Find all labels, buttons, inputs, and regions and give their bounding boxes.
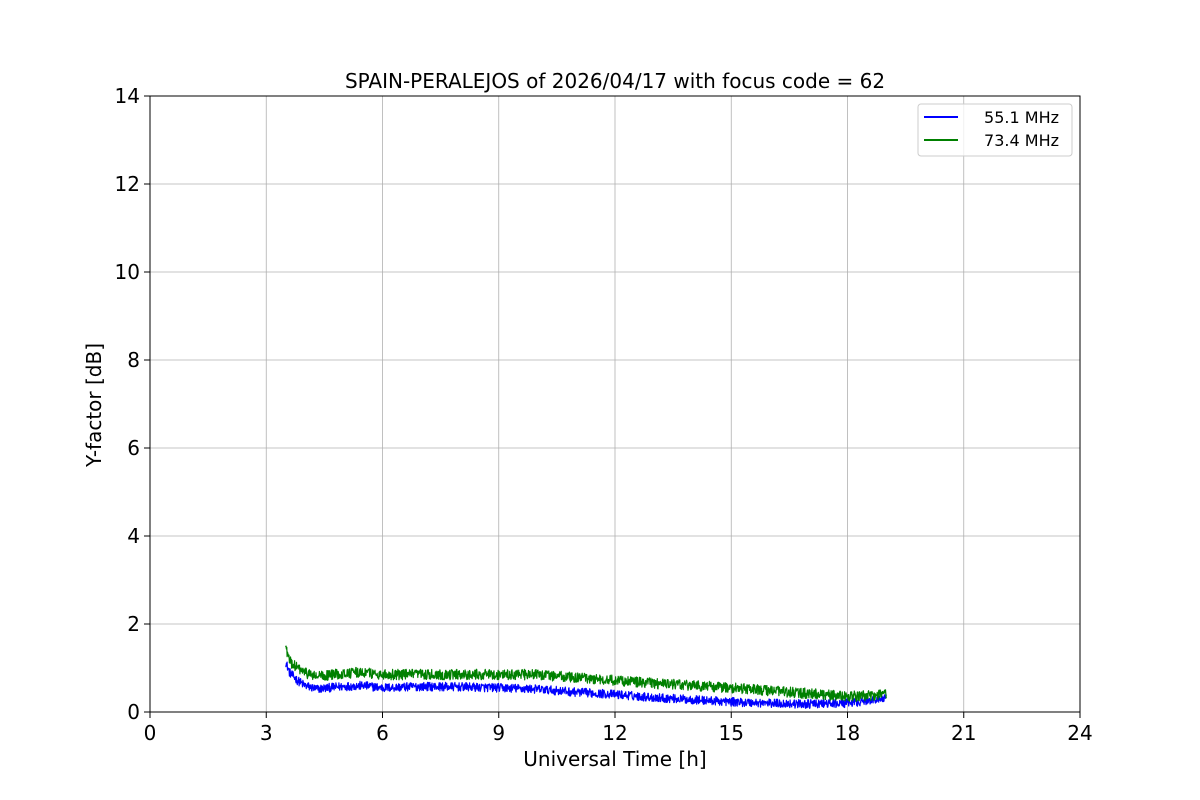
y-tick-label: 6 [127, 436, 140, 460]
legend-label-73-4-mhz: 73.4 MHz [984, 131, 1059, 150]
x-tick-label: 12 [602, 721, 627, 745]
x-tick-label: 18 [835, 721, 860, 745]
chart-title: SPAIN-PERALEJOS of 2026/04/17 with focus… [345, 69, 885, 93]
legend: 55.1 MHz 73.4 MHz [917, 103, 1073, 157]
series-line-55-1-mhz [285, 661, 887, 710]
y-tick-label: 4 [127, 524, 140, 548]
y-tick-label: 2 [127, 612, 140, 636]
y-axis-label: Y-factor [dB] [82, 343, 106, 468]
x-tick-label: 24 [1067, 721, 1092, 745]
y-tick-label: 10 [115, 260, 140, 284]
x-tick-label: 0 [144, 721, 157, 745]
x-tick-label: 3 [260, 721, 273, 745]
x-tick-label: 15 [719, 721, 744, 745]
y-tick-label: 0 [127, 700, 140, 724]
y-tick-label: 12 [115, 172, 140, 196]
y-tick-label: 14 [115, 84, 140, 108]
x-tick-label: 9 [492, 721, 505, 745]
series-group [285, 645, 887, 710]
x-tick-label: 21 [951, 721, 976, 745]
legend-label-55-1-mhz: 55.1 MHz [984, 108, 1059, 127]
x-tick-label: 6 [376, 721, 389, 745]
y-tick-label: 8 [127, 348, 140, 372]
x-axis-label: Universal Time [h] [523, 747, 706, 771]
series-line-73-4-mhz [285, 645, 887, 703]
